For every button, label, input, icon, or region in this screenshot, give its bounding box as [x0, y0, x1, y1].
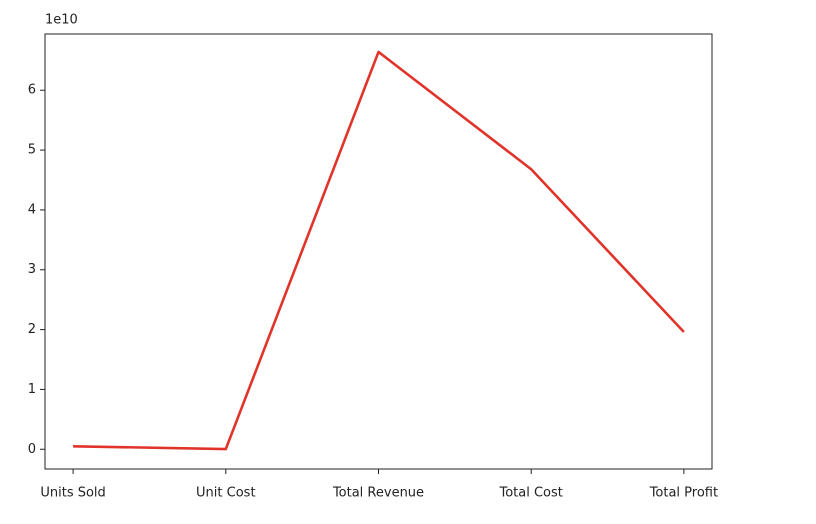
x-tick-label: Total Cost [498, 486, 562, 501]
y-tick-label: 4 [28, 202, 36, 217]
plot-frame [44, 33, 713, 470]
y-tick-label: 3 [28, 262, 36, 277]
y-tick-label: 6 [28, 83, 36, 98]
offset-label: 1e10 [45, 13, 78, 28]
y-tick-label: 0 [28, 442, 36, 457]
x-tick-label: Unit Cost [196, 486, 256, 501]
x-tick-label: Total Revenue [332, 486, 424, 501]
y-tick-label: 5 [28, 143, 36, 158]
y-tick-label: 2 [28, 322, 36, 337]
x-tick-label: Units Sold [40, 486, 105, 501]
y-tick-label: 1 [28, 382, 36, 397]
x-tick-label: Total Profit [649, 486, 718, 501]
data-line [73, 50, 685, 451]
